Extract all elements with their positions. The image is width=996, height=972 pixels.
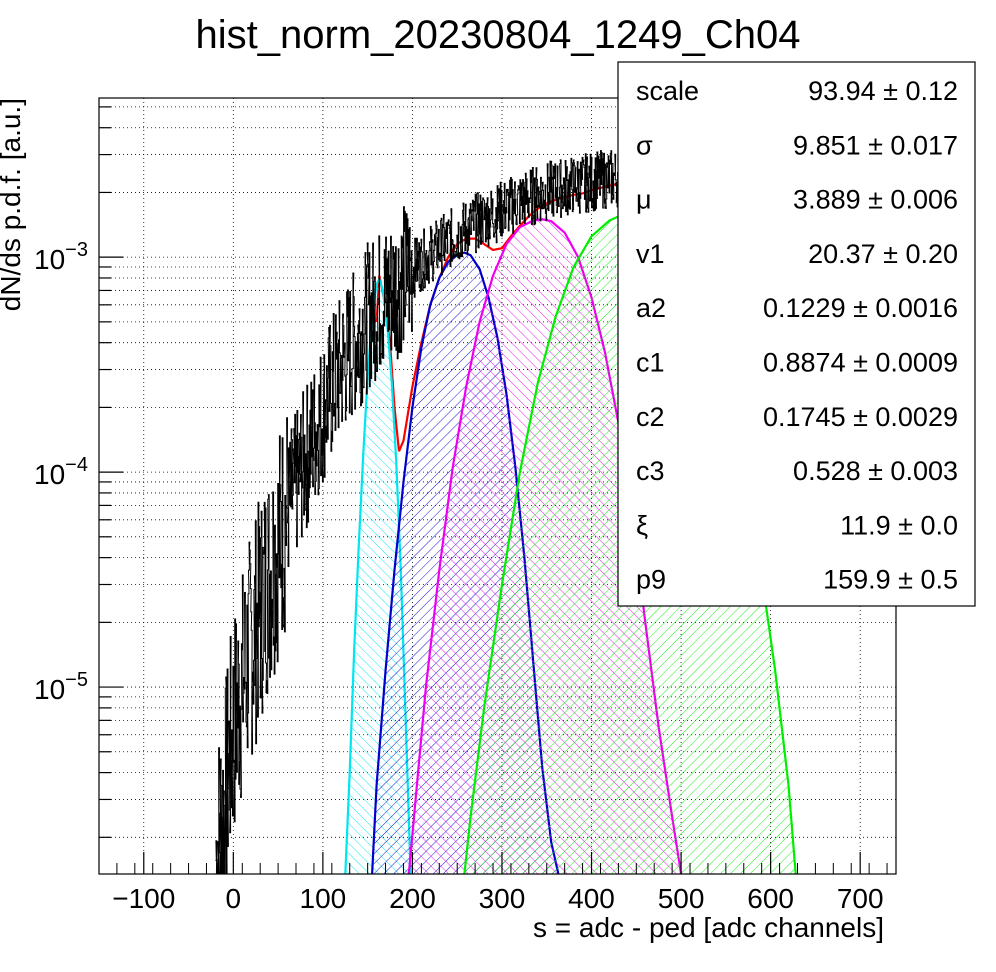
component-curve-1 <box>344 276 412 874</box>
x-tick-label: −100 <box>112 883 175 914</box>
chart-title: hist_norm_20230804_1249_Ch04 <box>196 13 801 57</box>
stats-param-label: μ <box>636 185 652 215</box>
x-tick-label: 200 <box>389 883 436 914</box>
stats-param-label: ξ <box>636 510 648 540</box>
stats-param-label: p9 <box>636 565 666 595</box>
stats-box-frame <box>617 61 976 607</box>
x-tick-label: 700 <box>837 883 884 914</box>
stats-param-value: 159.9 ± 0.5 <box>823 565 958 595</box>
axes: −100 0 100 200 300 400 500 600 700 10−5 10−4 10−3 <box>34 106 888 914</box>
stats-box: scale 93.94 ± 0.12 σ 9.851 ± 0.017 μ 3.889 ± … <box>617 61 976 607</box>
stats-param-label: c3 <box>636 456 665 486</box>
y-axis-label: dN/ds p.d.f. [a.u.] <box>0 98 26 311</box>
stats-param-label: v1 <box>636 239 665 269</box>
stats-param-label: scale <box>636 76 699 106</box>
stats-param-label: c2 <box>636 402 665 432</box>
x-tick-label: 100 <box>300 883 347 914</box>
histogram <box>215 147 633 874</box>
stats-param-value: 0.528 ± 0.003 <box>793 456 958 486</box>
stats-param-value: 3.889 ± 0.006 <box>793 185 958 215</box>
y-tick-label: 10−4 <box>34 454 88 490</box>
stats-param-value: 9.851 ± 0.017 <box>793 130 958 160</box>
stats-param-value: 0.8874 ± 0.0009 <box>763 348 958 378</box>
x-tick-label: 0 <box>226 883 242 914</box>
stats-param-value: 20.37 ± 0.20 <box>808 239 958 269</box>
x-tick-label: 400 <box>568 883 615 914</box>
y-tick-label: 10−5 <box>34 669 88 705</box>
x-tick-label: 500 <box>658 883 705 914</box>
stats-param-value: 0.1229 ± 0.0016 <box>763 293 958 323</box>
stats-param-label: σ <box>636 130 653 160</box>
x-axis-label: s = adc - ped [adc channels] <box>533 912 884 943</box>
x-tick-label: 300 <box>479 883 526 914</box>
x-tick-label: 600 <box>747 883 794 914</box>
stats-param-label: a2 <box>636 293 666 323</box>
y-tick-label: 10−3 <box>34 239 88 275</box>
stats-param-value: 0.1745 ± 0.0029 <box>763 402 958 432</box>
stats-param-label: c1 <box>636 348 665 378</box>
stats-param-value: 11.9 ± 0.0 <box>840 510 958 540</box>
stats-param-value: 93.94 ± 0.12 <box>808 76 958 106</box>
